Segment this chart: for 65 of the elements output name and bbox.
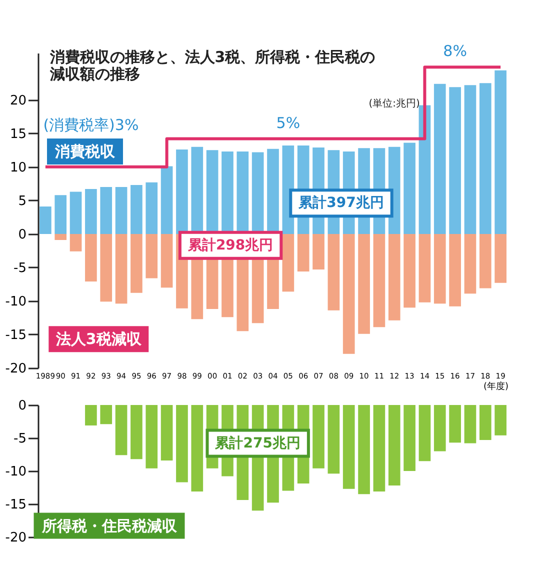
bar [70, 192, 82, 234]
bar [54, 234, 67, 240]
bar [176, 150, 188, 234]
bar [85, 234, 97, 282]
annotation: 累計397兆円 [298, 195, 384, 212]
y-tick-label: 0 [18, 227, 26, 242]
bar [100, 234, 112, 302]
y-tick-label: -15 [5, 328, 26, 343]
bar [312, 234, 324, 270]
bar [464, 85, 476, 234]
text: 法人3税減収 [54, 330, 142, 348]
bar [297, 234, 310, 272]
bar [434, 84, 446, 234]
annotation: 累計298兆円 [186, 237, 274, 254]
annotation: 8% [443, 42, 467, 60]
y-tick-label: -5 [14, 260, 26, 276]
bar [342, 234, 355, 354]
y-tick-label: 20 [10, 93, 26, 108]
bar [418, 234, 431, 302]
bar [115, 234, 128, 304]
bar [70, 234, 82, 252]
bar [464, 234, 476, 294]
annotation: 5% [276, 114, 300, 132]
bar [358, 234, 370, 334]
bar [373, 234, 386, 328]
bar [404, 234, 416, 308]
bar [494, 70, 506, 234]
bar [54, 195, 67, 234]
bar [115, 187, 128, 234]
bar [160, 234, 173, 288]
bar [449, 234, 461, 306]
bar [160, 166, 173, 234]
y-tick-label: -10 [5, 464, 26, 480]
bar [146, 234, 158, 278]
y-tick-label: -20 [5, 530, 26, 546]
bar [449, 87, 461, 234]
chart-title: 消費税収の推移と、法人3税、所得税・住民税の減収額の推移 [48, 48, 376, 84]
bar [479, 234, 492, 288]
bar [388, 234, 400, 320]
y-tick-label: 0 [18, 398, 26, 414]
y-tick-label: -15 [5, 498, 26, 512]
y-tick-label: 15 [10, 126, 26, 142]
bar [100, 187, 112, 234]
y-tick-label: 10 [10, 160, 26, 176]
bar [130, 234, 142, 293]
y-tick-label: -10 [5, 294, 26, 310]
x-axis-title: (年度) [483, 381, 508, 392]
bar [146, 182, 158, 234]
bar [328, 234, 340, 310]
bar [479, 83, 492, 234]
y-tick-label: -5 [14, 432, 26, 446]
bar [282, 234, 294, 292]
series-label: 消費税収 [54, 142, 116, 161]
bar [434, 234, 446, 304]
y-tick-label: -20 [5, 362, 26, 376]
y-tick-label: 5 [18, 194, 26, 209]
bar [40, 206, 52, 234]
annotation: (消費税率)3% [43, 116, 139, 134]
series-label: 所得税・住民税減収 [40, 516, 178, 535]
bar [494, 234, 506, 283]
annotation: (単位:兆円) [368, 97, 420, 110]
bar [404, 142, 416, 234]
annotation: 累計275兆円 [214, 435, 300, 452]
bar [130, 185, 142, 234]
bar [85, 189, 97, 234]
